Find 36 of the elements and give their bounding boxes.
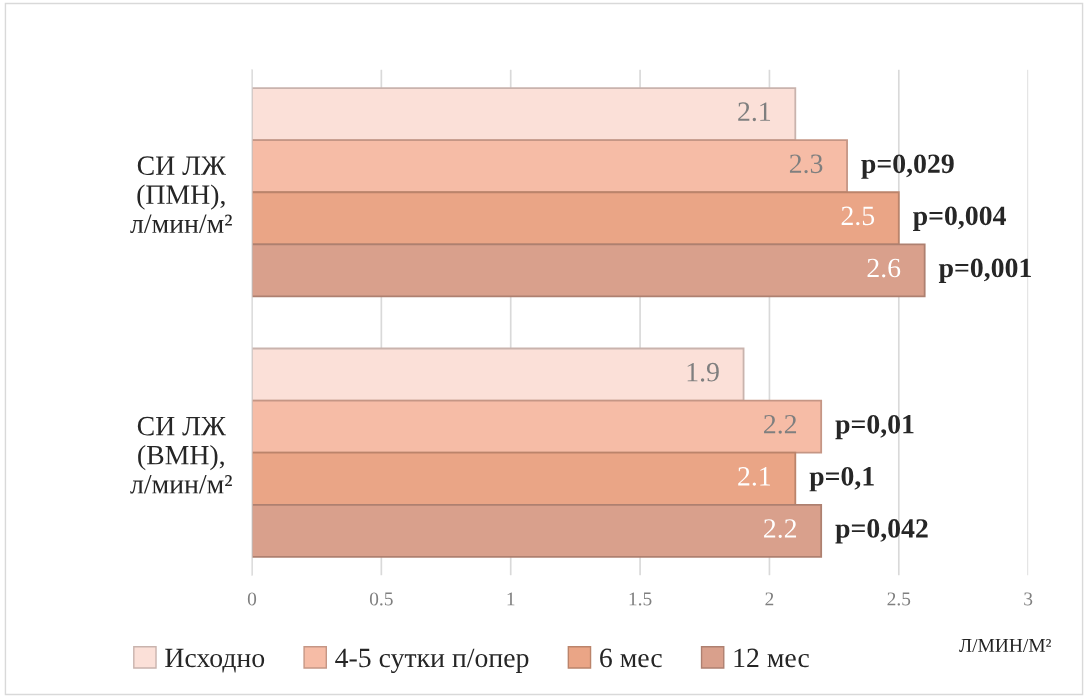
legend-label: 4-5 сутки п/опер xyxy=(335,648,529,673)
y-tick-label: СИ ЛЖ (ВМН), л/мин/м² xyxy=(130,416,232,494)
bar xyxy=(251,399,823,454)
x-tick-label: 2 xyxy=(765,592,774,606)
bar xyxy=(251,87,797,142)
annotation: p=0,1 xyxy=(809,466,874,492)
annotation: p=0,01 xyxy=(835,414,914,440)
bar xyxy=(251,503,823,558)
bar xyxy=(251,451,797,506)
legend-label: Исходно xyxy=(165,648,265,673)
data-label: 2.3 xyxy=(789,154,823,174)
annotation: p=0,001 xyxy=(938,258,1031,283)
data-label: 2.2 xyxy=(764,414,797,434)
x-tick-label: 1.5 xyxy=(629,592,652,606)
bar xyxy=(251,139,848,194)
annotation: p=0,029 xyxy=(861,154,954,179)
data-label: 2.2 xyxy=(764,519,797,538)
x-tick-label: 0.5 xyxy=(369,592,393,606)
y-tick-label: СИ ЛЖ (ПМН), л/мин/м² xyxy=(130,156,232,234)
data-label: 2.6 xyxy=(867,258,901,278)
bar xyxy=(251,191,900,246)
bar xyxy=(251,243,926,298)
data-label: 1.9 xyxy=(687,362,719,382)
bar xyxy=(251,347,745,402)
data-label: 2.1 xyxy=(738,102,771,122)
x-tick-label: 1 xyxy=(507,592,515,606)
x-tick-label: 2.5 xyxy=(887,592,911,606)
annotation: p=0,004 xyxy=(913,206,1006,231)
x-tick-label: 0 xyxy=(247,592,257,606)
data-label: 2.5 xyxy=(841,206,875,226)
legend-label: 12 мес xyxy=(734,648,809,668)
legend-label: 6 мес xyxy=(600,648,662,668)
x-axis-title: Л/МИН/М² xyxy=(959,639,1051,653)
data-label: 2.1 xyxy=(738,467,771,486)
annotation: p=0,042 xyxy=(835,519,928,544)
x-tick-label: 3 xyxy=(1024,592,1033,606)
